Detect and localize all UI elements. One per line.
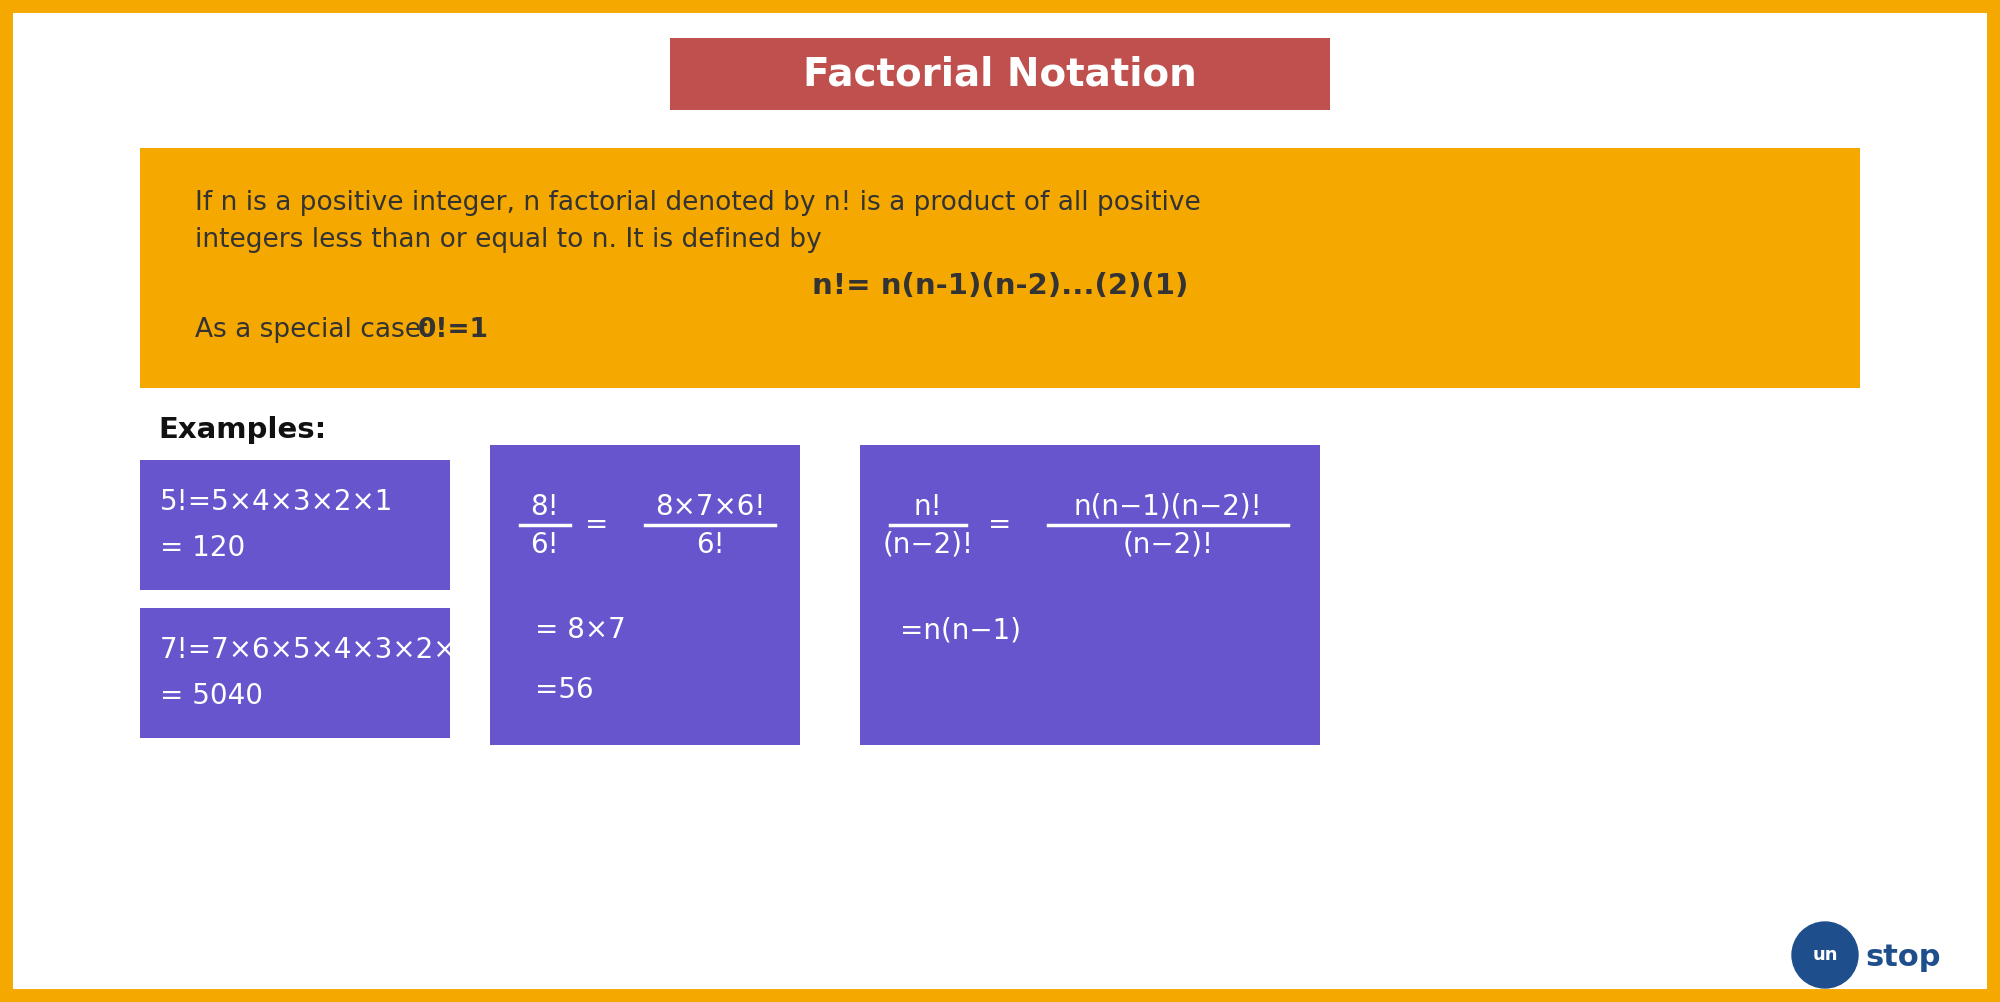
Text: =n(n−1): =n(n−1) (900, 616, 1022, 644)
Text: = 120: = 120 (160, 534, 246, 562)
Text: As a special case:: As a special case: (196, 317, 438, 343)
Text: un: un (1812, 946, 1838, 964)
FancyBboxPatch shape (140, 148, 1860, 388)
Text: 6!: 6! (696, 531, 724, 559)
Text: 8!: 8! (530, 493, 560, 521)
Text: 7!=7×6×5×4×3×2×1: 7!=7×6×5×4×3×2×1 (160, 636, 476, 664)
Text: = 8×7: = 8×7 (536, 616, 626, 644)
FancyBboxPatch shape (860, 445, 1320, 745)
Text: n!= n(n-1)(n-2)...(2)(1): n!= n(n-1)(n-2)...(2)(1) (812, 272, 1188, 300)
Text: n(n−1)(n−2)!: n(n−1)(n−2)! (1074, 493, 1262, 521)
Text: 8×7×6!: 8×7×6! (654, 493, 766, 521)
Text: =: = (988, 511, 1012, 539)
Text: n!: n! (914, 493, 942, 521)
Text: =56: =56 (536, 676, 594, 704)
Text: 0!=1: 0!=1 (418, 317, 488, 343)
FancyBboxPatch shape (670, 38, 1330, 110)
Text: =: = (586, 511, 608, 539)
Text: (n−2)!: (n−2)! (1122, 531, 1214, 559)
Text: integers less than or equal to n. It is defined by: integers less than or equal to n. It is … (196, 227, 822, 253)
Text: stop: stop (1866, 943, 1940, 972)
Text: Examples:: Examples: (158, 416, 326, 444)
FancyBboxPatch shape (490, 445, 800, 745)
Circle shape (1792, 922, 1858, 988)
Text: 5!=5×4×3×2×1: 5!=5×4×3×2×1 (160, 488, 394, 516)
FancyBboxPatch shape (140, 460, 450, 590)
FancyBboxPatch shape (140, 608, 450, 738)
Text: 6!: 6! (530, 531, 560, 559)
Text: (n−2)!: (n−2)! (882, 531, 974, 559)
Text: Factorial Notation: Factorial Notation (804, 55, 1196, 93)
Text: = 5040: = 5040 (160, 682, 264, 710)
Text: If n is a positive integer, n factorial denoted by n! is a product of all positi: If n is a positive integer, n factorial … (196, 190, 1200, 216)
